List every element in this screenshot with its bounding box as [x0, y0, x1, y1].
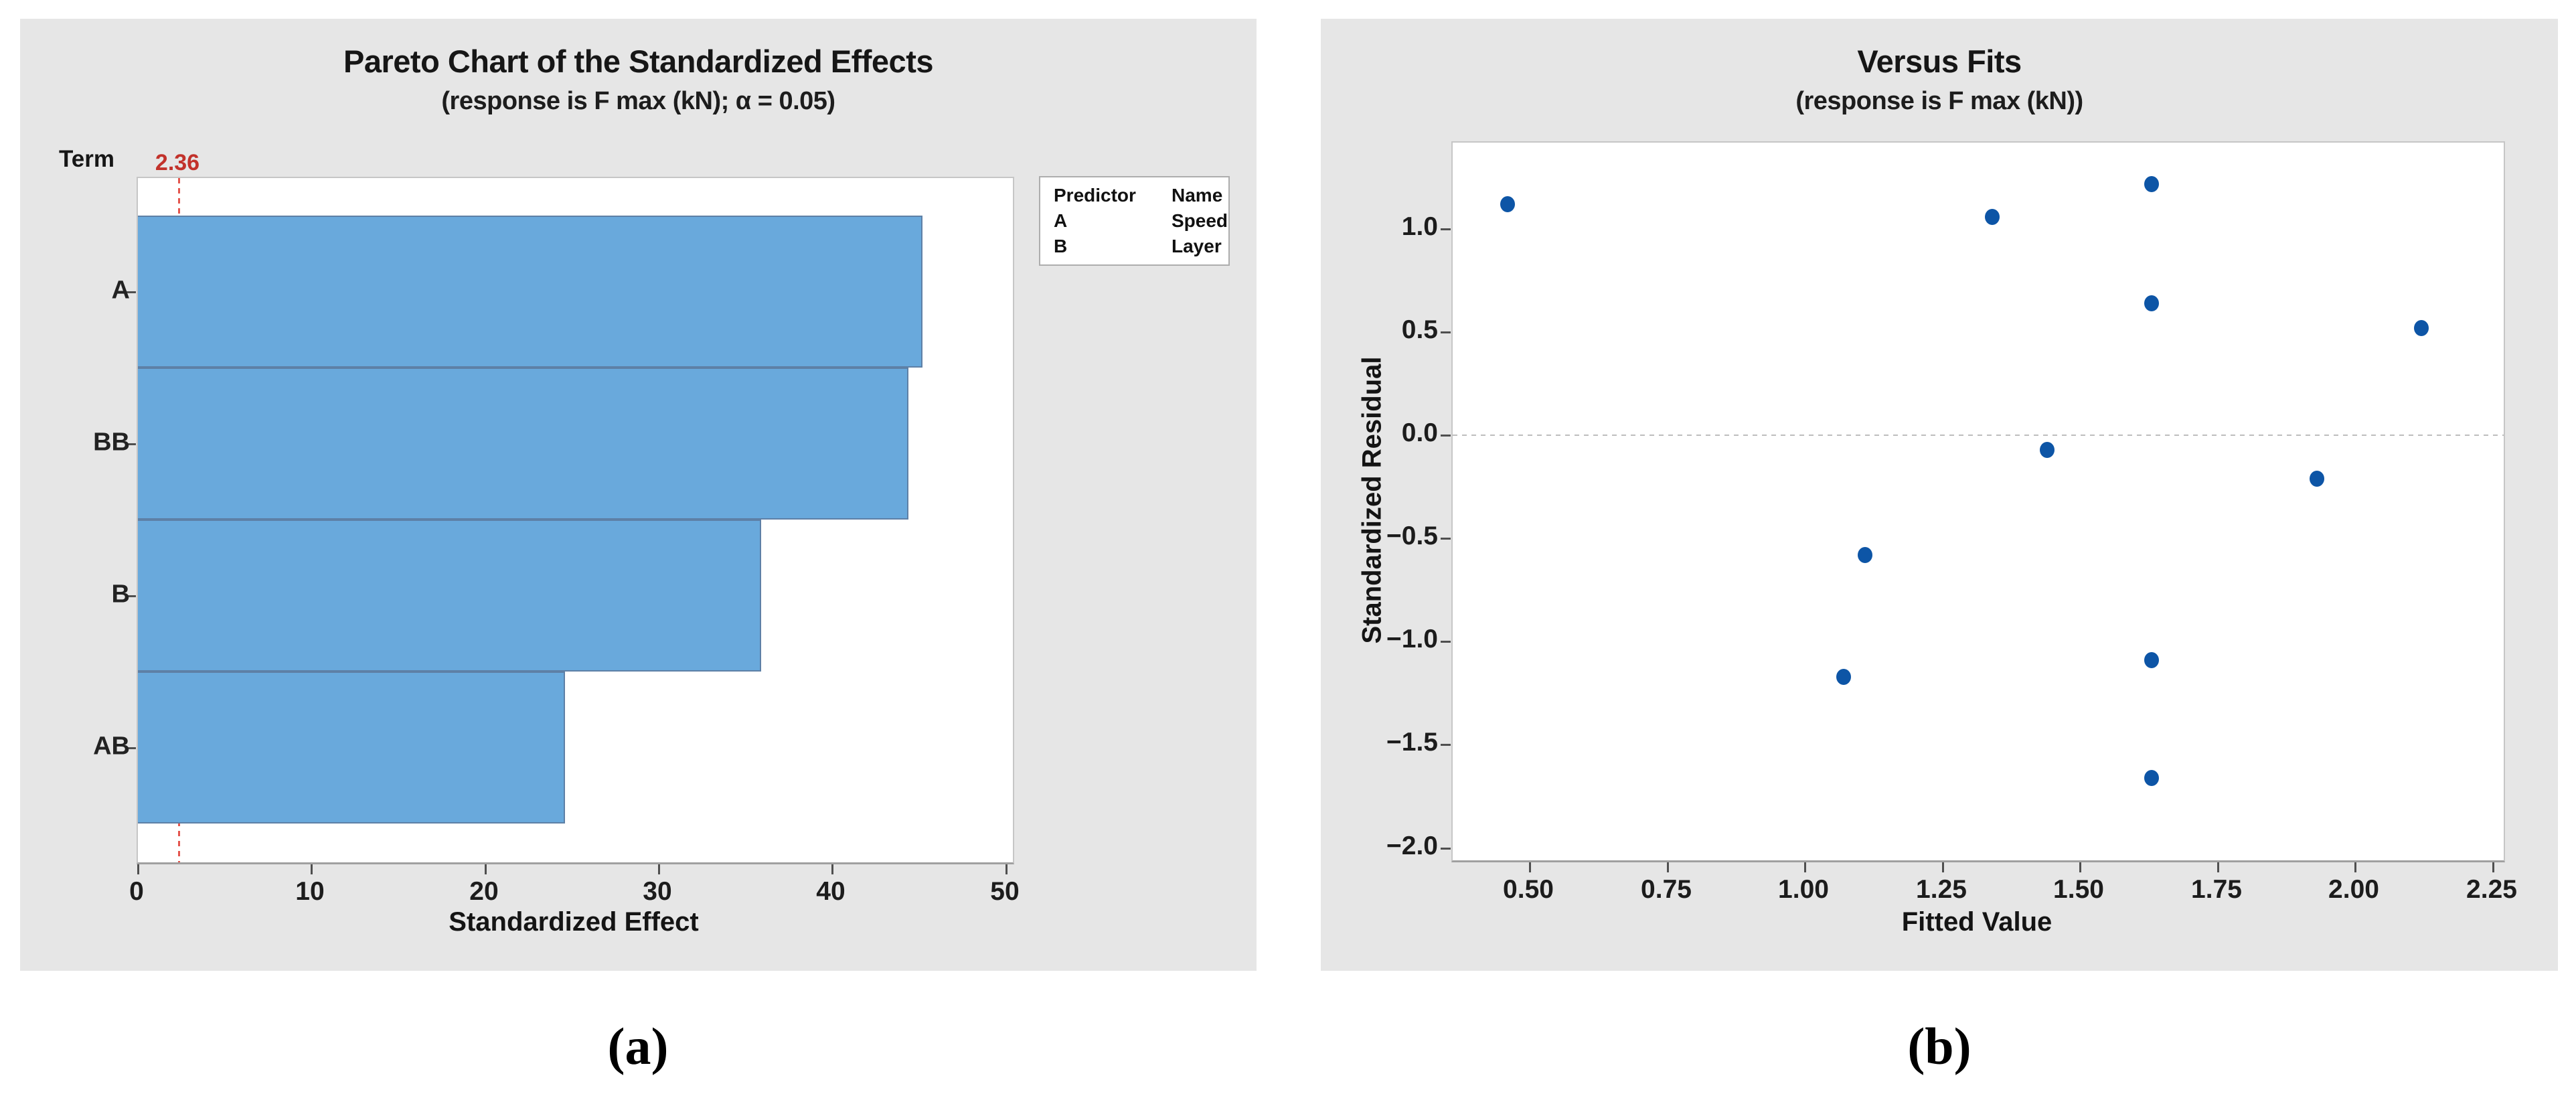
versus-fits-x-tick-label: 2.25	[2466, 875, 2517, 904]
scatter-point	[1858, 547, 1872, 563]
pareto-x-tick-label: 30	[643, 877, 672, 906]
figure-label-a: (a)	[607, 1017, 669, 1075]
pareto-x-tick	[831, 864, 833, 874]
pareto-chart-panel: Pareto Chart of the Standardized Effects…	[20, 19, 1257, 971]
versus-fits-title: Versus Fits	[1857, 44, 2022, 79]
pareto-x-tick-label: 20	[469, 877, 499, 906]
pareto-reference-value-label: 2.36	[155, 150, 200, 175]
versus-fits-subtitle: (response is F max (kN))	[1795, 87, 2083, 115]
legend-row-predictor: B	[1054, 236, 1068, 256]
versus-fits-x-tick	[1667, 862, 1669, 872]
scatter-point	[2040, 442, 2055, 458]
scatter-point	[2144, 770, 2159, 786]
versus-fits-y-tick-label: −0.5	[1386, 522, 1438, 551]
pareto-y-tick	[126, 747, 136, 749]
versus-fits-y-tick-label: 1.0	[1401, 212, 1438, 242]
versus-fits-x-axis-label: Fitted Value	[1901, 907, 2052, 937]
scatter-point	[2144, 176, 2159, 192]
pareto-x-tick	[658, 864, 660, 874]
versus-fits-y-tick	[1441, 331, 1451, 333]
legend-row-name: Layer	[1172, 236, 1222, 256]
legend-row-predictor: A	[1054, 210, 1068, 231]
versus-fits-y-tick	[1441, 538, 1451, 540]
versus-fits-plot-area	[1441, 141, 2505, 872]
pareto-subtitle: (response is F max (kN); α = 0.05)	[441, 87, 835, 115]
versus-fits-x-tick	[2354, 862, 2356, 872]
versus-fits-x-tick	[1529, 862, 1531, 872]
versus-fits-y-tick	[1441, 228, 1451, 230]
versus-fits-y-tick-label: −1.5	[1386, 728, 1438, 757]
residual-zero-line	[1453, 435, 2504, 436]
pareto-y-tick	[126, 291, 136, 293]
versus-fits-y-tick-label: −1.0	[1386, 625, 1438, 654]
pareto-term-axis-label: Term	[59, 146, 114, 172]
pareto-bar-A	[138, 216, 922, 368]
versus-fits-x-tick-label: 1.25	[1916, 875, 1967, 904]
versus-fits-y-axis-label: Standardized Residual	[1357, 356, 1387, 644]
pareto-category-label: A	[111, 276, 130, 304]
pareto-x-tick-label: 10	[295, 877, 325, 906]
legend-header-predictor: Predictor	[1054, 185, 1136, 206]
versus-fits-y-tick	[1441, 744, 1451, 746]
versus-fits-x-tick-label: 1.75	[2191, 875, 2242, 904]
versus-fits-x-tick	[1942, 862, 1944, 872]
pareto-x-tick	[1005, 864, 1008, 874]
pareto-y-tick	[126, 443, 136, 445]
versus-fits-x-tick-label: 2.00	[2328, 875, 2379, 904]
pareto-plot-area	[126, 177, 1014, 874]
pareto-x-tick	[485, 864, 487, 874]
legend-header-name: Name	[1172, 185, 1223, 206]
pareto-legend: Predictor Name A Speed B Layer	[1039, 176, 1230, 266]
pareto-bar-BB	[138, 368, 908, 520]
pareto-title: Pareto Chart of the Standardized Effects	[343, 44, 934, 79]
pareto-y-tick	[126, 595, 136, 597]
pareto-x-tick-label: 40	[816, 877, 846, 906]
versus-fits-y-tick-label: −2.0	[1386, 832, 1438, 861]
versus-fits-chart-panel: Versus Fits (response is F max (kN)) 1.0…	[1321, 19, 2558, 971]
pareto-x-tick	[311, 864, 313, 874]
pareto-x-tick	[137, 864, 139, 874]
scatter-point	[2144, 295, 2159, 311]
versus-fits-x-tick	[2492, 862, 2494, 872]
pareto-category-label: AB	[93, 732, 130, 760]
scatter-point	[2414, 320, 2429, 336]
scatter-point	[2310, 471, 2324, 487]
versus-fits-y-tick	[1441, 848, 1451, 850]
pareto-bar-B	[138, 520, 761, 672]
pareto-category-label: B	[111, 580, 130, 608]
pareto-x-tick-label: 50	[990, 877, 1020, 906]
versus-fits-x-tick	[2079, 862, 2081, 872]
pareto-bar-AB	[138, 672, 565, 824]
versus-fits-x-tick-label: 0.50	[1503, 875, 1554, 904]
figure-label-b: (b)	[1907, 1017, 1971, 1075]
scatter-point	[1836, 669, 1851, 685]
versus-fits-x-tick-label: 1.00	[1778, 875, 1829, 904]
versus-fits-y-tick	[1441, 641, 1451, 643]
legend-row-name: Speed	[1172, 210, 1228, 231]
scatter-point	[1500, 196, 1515, 212]
versus-fits-x-tick-label: 0.75	[1641, 875, 1692, 904]
versus-fits-y-tick	[1441, 435, 1451, 437]
scatter-point	[1985, 209, 2000, 225]
versus-fits-y-tick-label: 0.5	[1401, 315, 1438, 345]
versus-fits-y-tick-label: 0.0	[1401, 418, 1438, 448]
pareto-x-axis-label: Standardized Effect	[449, 907, 699, 937]
scatter-point	[2144, 652, 2159, 668]
versus-fits-x-tick-label: 1.50	[2053, 875, 2104, 904]
versus-fits-x-tick	[2217, 862, 2219, 872]
pareto-x-tick-label: 0	[129, 877, 144, 906]
pareto-category-label: BB	[93, 428, 130, 456]
versus-fits-x-tick	[1804, 862, 1806, 872]
